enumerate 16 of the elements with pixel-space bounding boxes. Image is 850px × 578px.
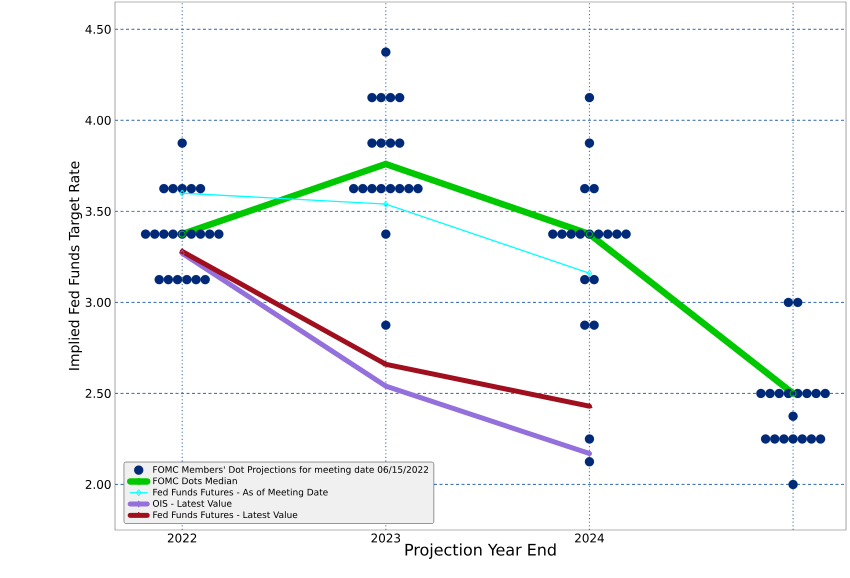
x-tick-label: 2022 [168,534,196,543]
y-tick-label: 3.00 [86,298,111,307]
legend-label: Fed Funds Futures - Latest Value [153,511,298,518]
x-tick-label: 2024 [575,534,604,543]
y-tick-label: 2.50 [86,388,111,398]
legend-label: FOMC Members' Dot Projections for meeting date 06/15/2022 [153,466,428,475]
legend-label: FOMC Dots Median [153,477,237,484]
y-tick-label: 3.50 [86,206,111,216]
y-tick-label: 4.50 [85,24,111,34]
y-axis-title: Implied Fed Funds Target Rate [68,162,82,370]
x-tick-label: 2023 [371,534,400,543]
legend-label: Fed Funds Futures - As of Meeting Date [153,488,328,498]
y-tick-label: 4.00 [85,116,111,125]
y-tick-label: 2.00 [86,480,111,490]
x-axis-title: Projection Year End [406,543,556,559]
legend-label: OIS - Latest Value [152,500,232,507]
